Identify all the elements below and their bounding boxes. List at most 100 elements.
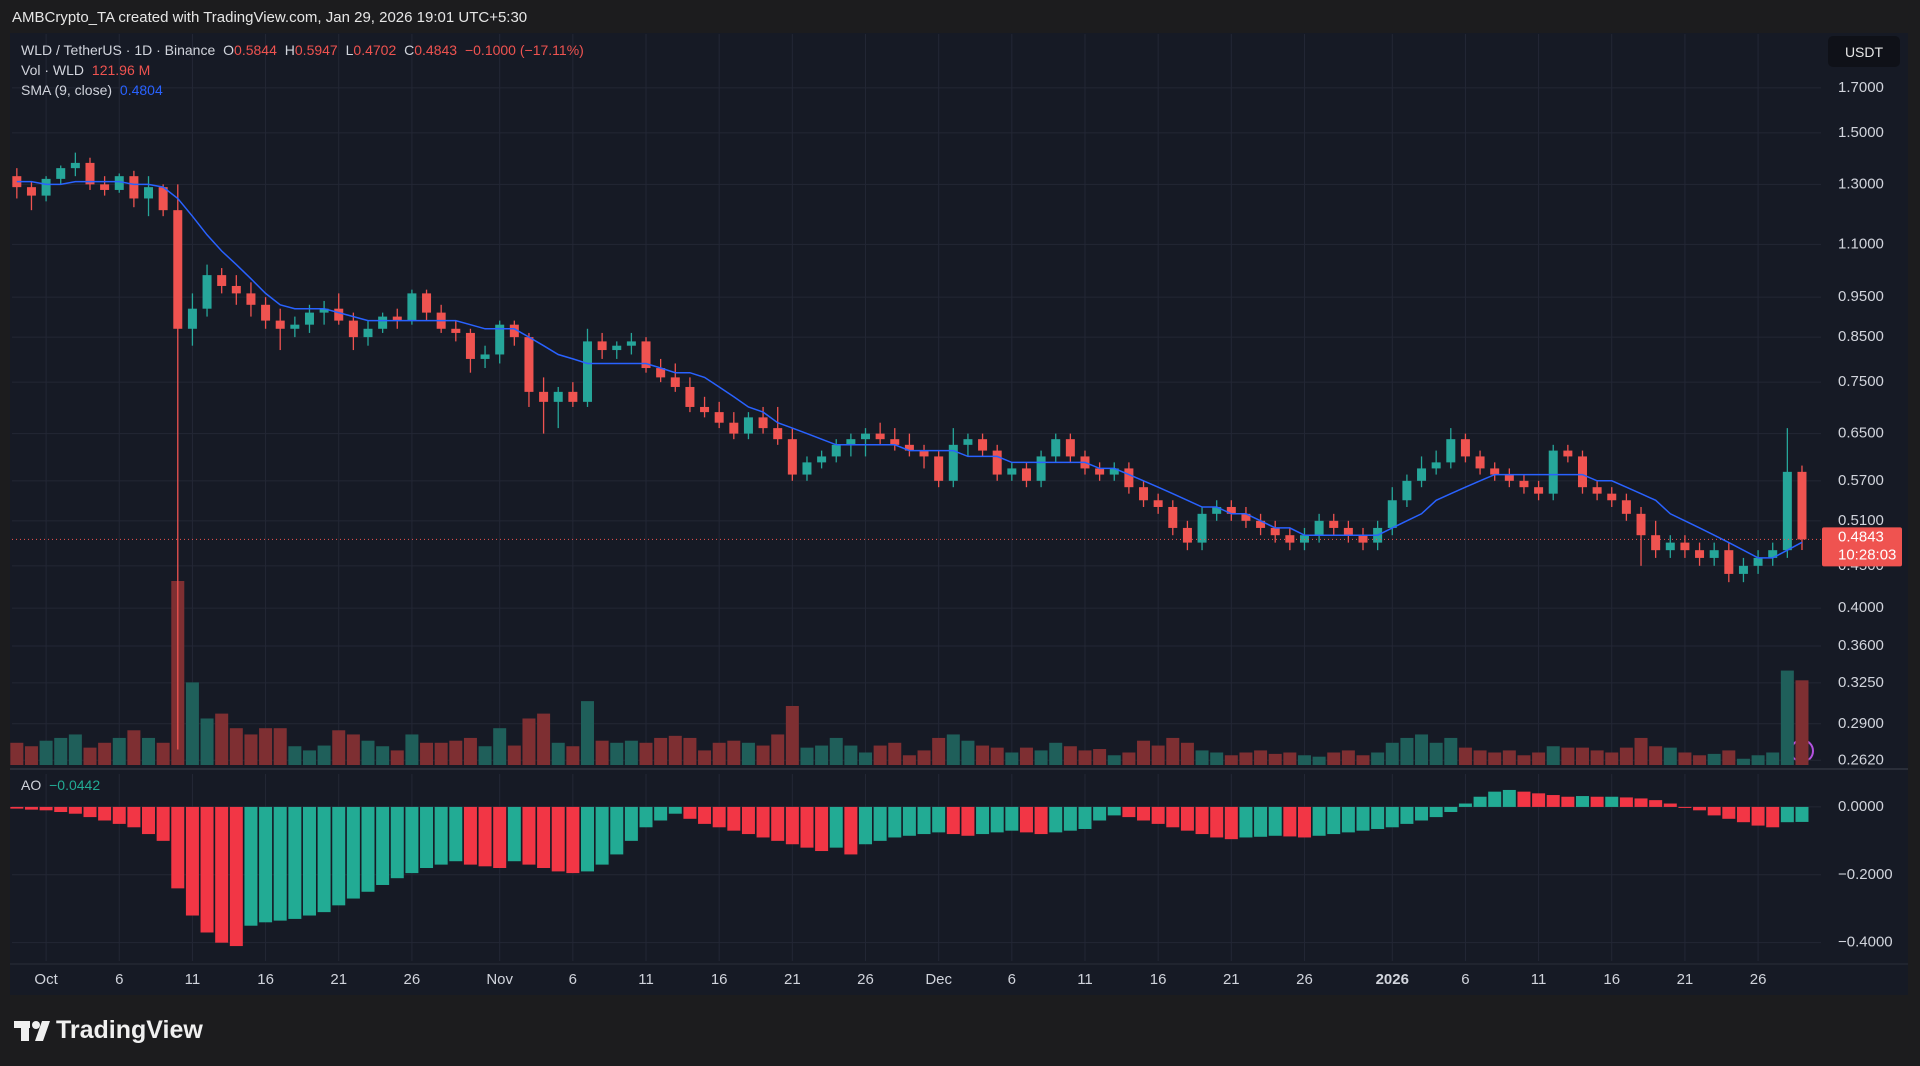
candle-body	[1490, 468, 1500, 475]
volume-bar	[932, 737, 946, 765]
candle-body	[304, 312, 314, 325]
volume-bar	[1049, 742, 1063, 765]
volume-bar	[1575, 747, 1589, 765]
volume-bar	[1005, 752, 1019, 765]
candle-body	[758, 417, 768, 429]
sma-line	[16, 180, 1803, 559]
candle-body	[1124, 468, 1134, 488]
candle-body	[948, 444, 958, 481]
volume-bar	[463, 737, 477, 765]
ao-bar	[727, 806, 741, 831]
ao-bar	[800, 806, 814, 848]
ao-bar	[1795, 806, 1809, 822]
y-tick-label: 1.7000	[1838, 79, 1884, 96]
candle-body	[1534, 487, 1544, 494]
ao-bar	[1634, 798, 1648, 807]
ao-bar	[185, 806, 199, 916]
ao-bar	[1166, 806, 1180, 828]
y-tick-label: 0.5700	[1838, 472, 1884, 489]
ao-bar	[1707, 806, 1721, 816]
candle-body	[1329, 520, 1339, 528]
y-tick-label: 0.4000	[1838, 599, 1884, 616]
volume-bar	[1546, 746, 1560, 765]
volume-bar	[727, 740, 741, 765]
ao-bar	[200, 806, 214, 933]
ao-bar	[1546, 795, 1560, 807]
candle-body	[685, 386, 695, 407]
volume-bar	[24, 746, 38, 765]
volume-bar	[1780, 670, 1794, 765]
volume-bar	[1517, 755, 1531, 765]
last-price-tag	[1822, 527, 1902, 567]
ao-bar	[1122, 806, 1136, 818]
volume-bar	[961, 740, 975, 765]
ao-bar	[1268, 806, 1282, 836]
y-tick-label: 0.3250	[1838, 674, 1884, 691]
volume-bar	[888, 742, 902, 765]
ao-bar	[171, 806, 185, 889]
volume-bar	[1693, 755, 1707, 765]
ao-bar	[1502, 789, 1516, 807]
volume-bar	[815, 745, 829, 765]
volume-bar	[785, 705, 799, 765]
y-tick-label: 0.6500	[1838, 425, 1884, 442]
logo-shape	[32, 1021, 40, 1029]
ao-bar	[361, 806, 375, 892]
x-tick-label: Oct	[34, 971, 58, 988]
y-tick-label: 1.1000	[1838, 235, 1884, 252]
grid	[12, 34, 1821, 961]
x-tick-label: 11	[1077, 971, 1093, 988]
volume-bar	[668, 735, 682, 765]
legend-ohlc: WLD / TetherUS · 1D · Binance O0.5844 H0…	[21, 42, 588, 58]
candle-body	[348, 320, 358, 338]
ao-bar	[1766, 806, 1780, 828]
ao-bar	[142, 806, 156, 835]
volume-bar	[405, 734, 419, 765]
ao-bar	[1575, 796, 1589, 807]
ao-bar	[1151, 806, 1165, 824]
volume-bar	[1795, 680, 1809, 765]
last-price-label: 0.4843	[1838, 528, 1884, 545]
ao-bar	[478, 806, 492, 867]
ao-bar	[1458, 803, 1472, 807]
ao-bar	[1605, 796, 1619, 807]
ao-tick-label: 0.0000	[1838, 798, 1884, 815]
candle-body	[1621, 500, 1631, 514]
ao-bar	[1722, 806, 1736, 819]
candle-body	[1797, 471, 1807, 540]
volume-bar	[1122, 752, 1136, 765]
ao-bar	[1210, 806, 1224, 838]
volume-bar	[288, 746, 302, 765]
y-tick-label: 1.3000	[1838, 175, 1884, 192]
candle-body	[802, 462, 812, 475]
x-tick-label: 2026	[1376, 971, 1409, 988]
ao-bar	[1371, 806, 1385, 829]
ao-bar	[580, 806, 594, 872]
ao-bar	[654, 806, 668, 821]
volume-bar	[1488, 752, 1502, 765]
volume-bar	[127, 730, 141, 765]
ao-bar	[420, 806, 434, 869]
currency-button[interactable]: USDT	[1828, 36, 1900, 67]
candle-body	[1256, 520, 1266, 528]
ao-bar	[1005, 806, 1019, 831]
volume-bar	[1327, 752, 1341, 765]
ao-bar	[1663, 803, 1677, 807]
ao-bar	[244, 806, 258, 926]
candle-body	[1109, 468, 1119, 475]
candle-body	[1475, 456, 1485, 469]
ao-bar	[537, 806, 551, 869]
volume-bar	[1415, 734, 1429, 765]
volume-bar	[1312, 756, 1326, 765]
candle-body	[1577, 456, 1587, 488]
volume-bar	[771, 734, 785, 765]
ao-bar	[844, 806, 858, 855]
candle-body	[1168, 506, 1178, 528]
x-tick-label: 21	[330, 971, 347, 988]
ao-bar	[1327, 806, 1341, 835]
ao-value: −0.0442	[49, 777, 101, 793]
ao-bar	[127, 806, 141, 828]
candle-body	[1519, 480, 1529, 488]
x-tick-label: 11	[185, 971, 201, 988]
